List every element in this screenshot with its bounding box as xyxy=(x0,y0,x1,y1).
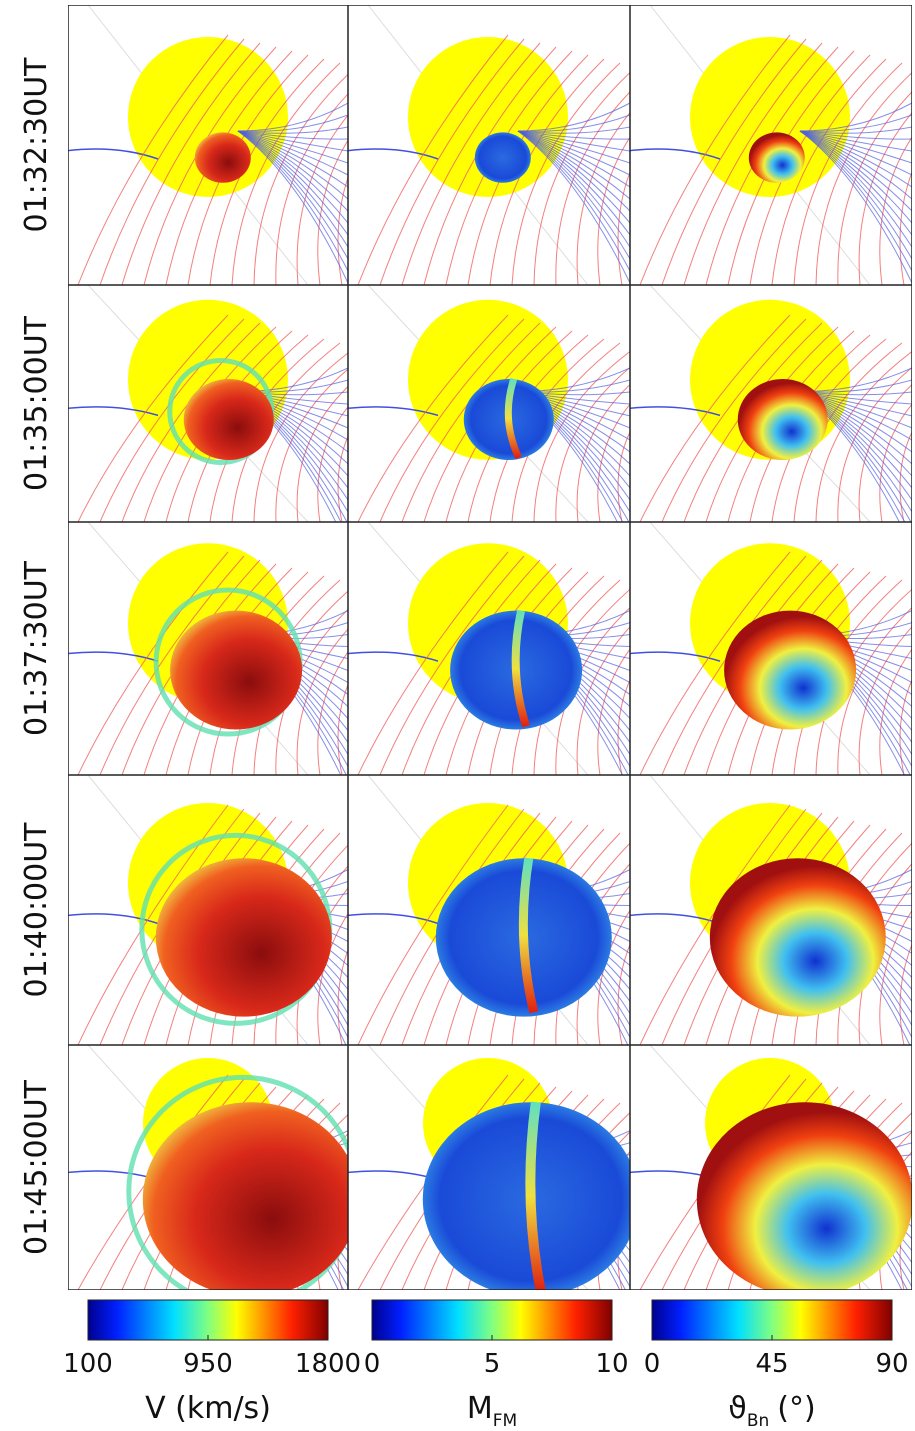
row-label: 01:40:00UT xyxy=(19,822,54,998)
cme-disk xyxy=(475,132,531,182)
title-unit: (°) xyxy=(777,1391,815,1426)
row-label: 01:32:30UT xyxy=(19,57,54,233)
row-label: 01:45:00UT xyxy=(19,1079,54,1255)
title-main: M xyxy=(467,1391,493,1426)
colorbar-title: V (km/s) xyxy=(145,1391,271,1426)
colorbar-tick-label: 90 xyxy=(875,1349,908,1379)
cme-disk xyxy=(184,379,274,460)
panel xyxy=(630,522,915,791)
title-main: V (km/s) xyxy=(145,1391,271,1426)
title-sub: FM xyxy=(493,1411,517,1431)
cme-disk xyxy=(143,1102,359,1296)
panel xyxy=(630,1045,915,1311)
colorbar-tick-label: 5 xyxy=(484,1349,501,1379)
colorbar-tick-label: 100 xyxy=(63,1349,113,1379)
figure: 01:32:30UT 01:35:00UT 01:37:30UT 01:40:00UT… xyxy=(0,0,915,1431)
colorbar-tick-label: 0 xyxy=(364,1349,381,1379)
panel xyxy=(630,775,915,1050)
colorbar-tick-label: 1800 xyxy=(295,1349,361,1379)
panels: 01:32:30UT 01:35:00UT 01:37:30UT 01:40:00UT… xyxy=(19,5,915,1311)
colorbar-tick-label: 0 xyxy=(644,1349,661,1379)
colorbar-tick-label: 45 xyxy=(755,1349,788,1379)
cme-disk xyxy=(170,611,302,730)
panel xyxy=(630,285,915,548)
cme-disk xyxy=(195,132,251,182)
title-main: ϑ xyxy=(728,1391,747,1426)
colorbar xyxy=(88,1300,328,1340)
row-label: 01:37:30UT xyxy=(19,560,54,736)
cme-disk xyxy=(156,858,332,1016)
cme-disk xyxy=(738,379,828,460)
cme-disk xyxy=(697,1102,913,1296)
row-label: 01:35:00UT xyxy=(19,315,54,491)
colorbar-tick-label: 950 xyxy=(183,1349,233,1379)
colorbar-title: MFM xyxy=(467,1391,517,1431)
cme-disk xyxy=(724,611,856,730)
colorbar-title: ϑBn (°) xyxy=(728,1391,815,1431)
cme-disk xyxy=(710,858,886,1016)
title-sub: Bn xyxy=(747,1411,769,1431)
cme-disk xyxy=(749,132,805,182)
colorbar-tick-label: 10 xyxy=(595,1349,628,1379)
colorbars: 100 950 1800 V (km/s) 0 5 10 MFM 0 45 90 ϑBn (°) xyxy=(63,1300,908,1431)
colorbar xyxy=(372,1300,612,1340)
colorbar xyxy=(652,1300,892,1340)
panel xyxy=(630,5,915,285)
